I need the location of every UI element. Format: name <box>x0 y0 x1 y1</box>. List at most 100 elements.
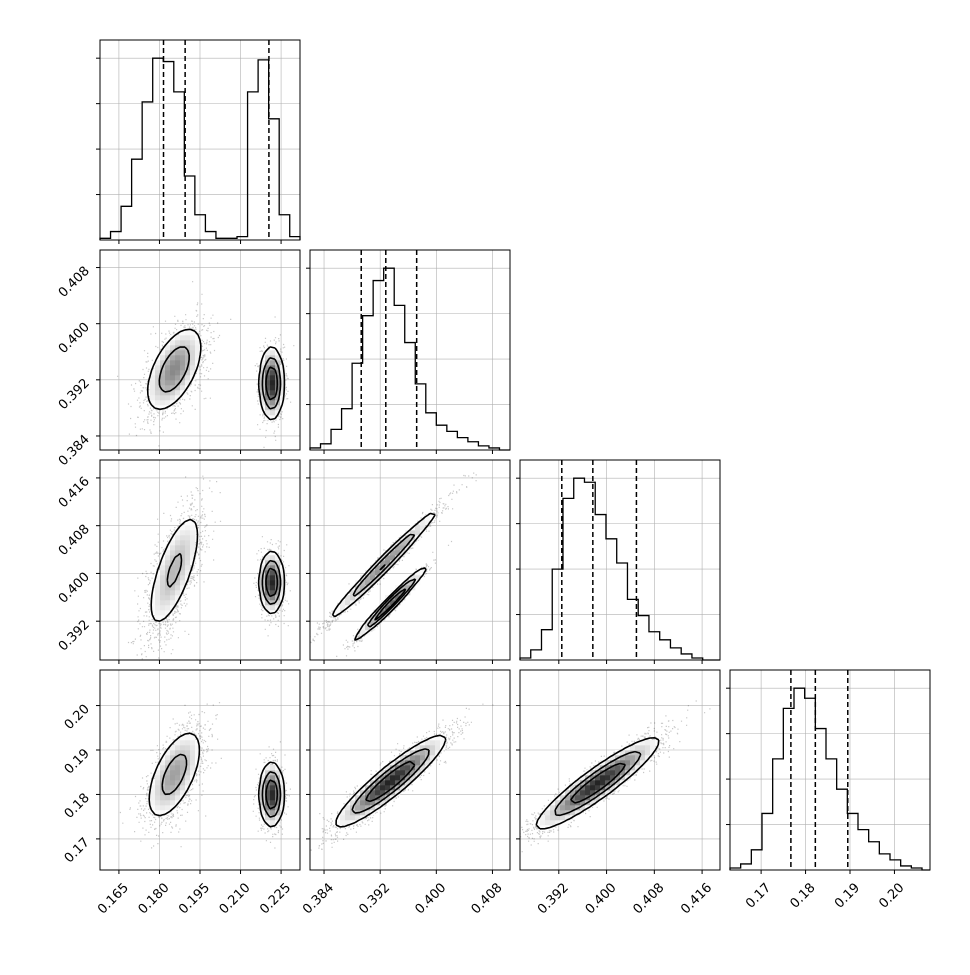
density-cell <box>365 580 371 586</box>
density-cell <box>560 805 566 811</box>
density-cell <box>405 585 411 591</box>
density-cell <box>185 570 191 576</box>
density-cell <box>380 610 386 616</box>
density-cell <box>565 800 571 806</box>
density-cell <box>180 745 186 751</box>
density-cell <box>345 815 351 821</box>
density-cell <box>265 400 271 406</box>
density-cell <box>175 775 181 781</box>
density-cell <box>165 750 171 756</box>
density-cell <box>175 580 181 586</box>
density-cell <box>590 795 596 801</box>
density-cell <box>175 545 181 551</box>
density-cell <box>270 400 276 406</box>
density-cell <box>160 370 166 376</box>
density-cell <box>280 780 286 786</box>
density-cell <box>600 760 606 766</box>
density-cell <box>340 815 346 821</box>
density-cell <box>165 590 171 596</box>
density-cell <box>360 795 366 801</box>
density-cell <box>355 595 361 601</box>
density-cell <box>170 550 176 556</box>
density-cell <box>155 775 161 781</box>
density-cell <box>180 380 186 386</box>
density-cell <box>160 400 166 406</box>
density-cell <box>155 370 161 376</box>
x-tick-label: 0.225 <box>257 880 294 917</box>
density-layer <box>119 702 291 849</box>
density-cell <box>640 750 646 756</box>
density-cell <box>175 570 181 576</box>
density-cell <box>585 785 591 791</box>
density-cell <box>155 600 161 606</box>
density-cell <box>155 770 161 776</box>
density-cell <box>185 765 191 771</box>
density-cell <box>405 765 411 771</box>
density-cell <box>190 360 196 366</box>
density-cell <box>165 780 171 786</box>
density-cell <box>175 365 181 371</box>
density-cell <box>165 345 171 351</box>
density-cell <box>425 520 431 526</box>
density-cell <box>605 780 611 786</box>
x-tick-label: 0.18 <box>788 880 819 911</box>
density-cell <box>270 575 276 581</box>
density-cell <box>560 810 566 816</box>
density-cell <box>395 790 401 796</box>
density-cell <box>615 765 621 771</box>
density-cell <box>150 395 156 401</box>
density-cell <box>185 770 191 776</box>
density-cell <box>275 590 281 596</box>
density-cell <box>270 355 276 361</box>
density-cell <box>610 765 616 771</box>
density-cell <box>150 795 156 801</box>
histogram-step-line <box>309 267 510 451</box>
density-cell <box>380 775 386 781</box>
density-cell <box>170 355 176 361</box>
density-cell <box>150 380 156 386</box>
density-cell <box>415 750 421 756</box>
histogram-step-line <box>729 687 930 871</box>
density-cell <box>365 620 371 626</box>
density-cell <box>615 760 621 766</box>
density-cell <box>265 790 271 796</box>
density-cell <box>355 590 361 596</box>
density-cell <box>185 750 191 756</box>
density-cell <box>180 780 186 786</box>
density-cell <box>160 775 166 781</box>
joint-panel-1-0: 0.384 0.392 0.400 0.408 <box>56 249 301 469</box>
density-cell <box>355 815 361 821</box>
density-cell <box>150 600 156 606</box>
density-cell <box>170 360 176 366</box>
y-tick-label: 0.20 <box>62 702 93 733</box>
density-cell <box>275 405 281 411</box>
density-cell <box>280 785 286 791</box>
density-cell <box>185 370 191 376</box>
density-cell <box>165 365 171 371</box>
density-cell <box>360 800 366 806</box>
density-cell <box>395 540 401 546</box>
density-cell <box>270 415 276 421</box>
density-cell <box>160 375 166 381</box>
density-cell <box>185 775 191 781</box>
density-cell <box>280 800 286 806</box>
density-cell <box>600 775 606 781</box>
density-cell <box>430 750 436 756</box>
density-cell <box>160 395 166 401</box>
density-cell <box>170 780 176 786</box>
density-cell <box>155 380 161 386</box>
panel-frame <box>309 249 511 451</box>
density-cell <box>185 560 191 566</box>
density-cell <box>575 810 581 816</box>
density-cell <box>270 580 276 586</box>
density-cell <box>420 525 426 531</box>
histogram-panel-3: 0.17 0.18 0.19 0.20 <box>726 669 931 912</box>
density-cell <box>175 555 181 561</box>
density-cell <box>395 770 401 776</box>
x-tick-label: 0.210 <box>217 880 254 917</box>
density-cell <box>160 575 166 581</box>
density-cell <box>155 800 161 806</box>
density-cell <box>345 805 351 811</box>
density-cell <box>155 795 161 801</box>
density-cell <box>175 390 181 396</box>
